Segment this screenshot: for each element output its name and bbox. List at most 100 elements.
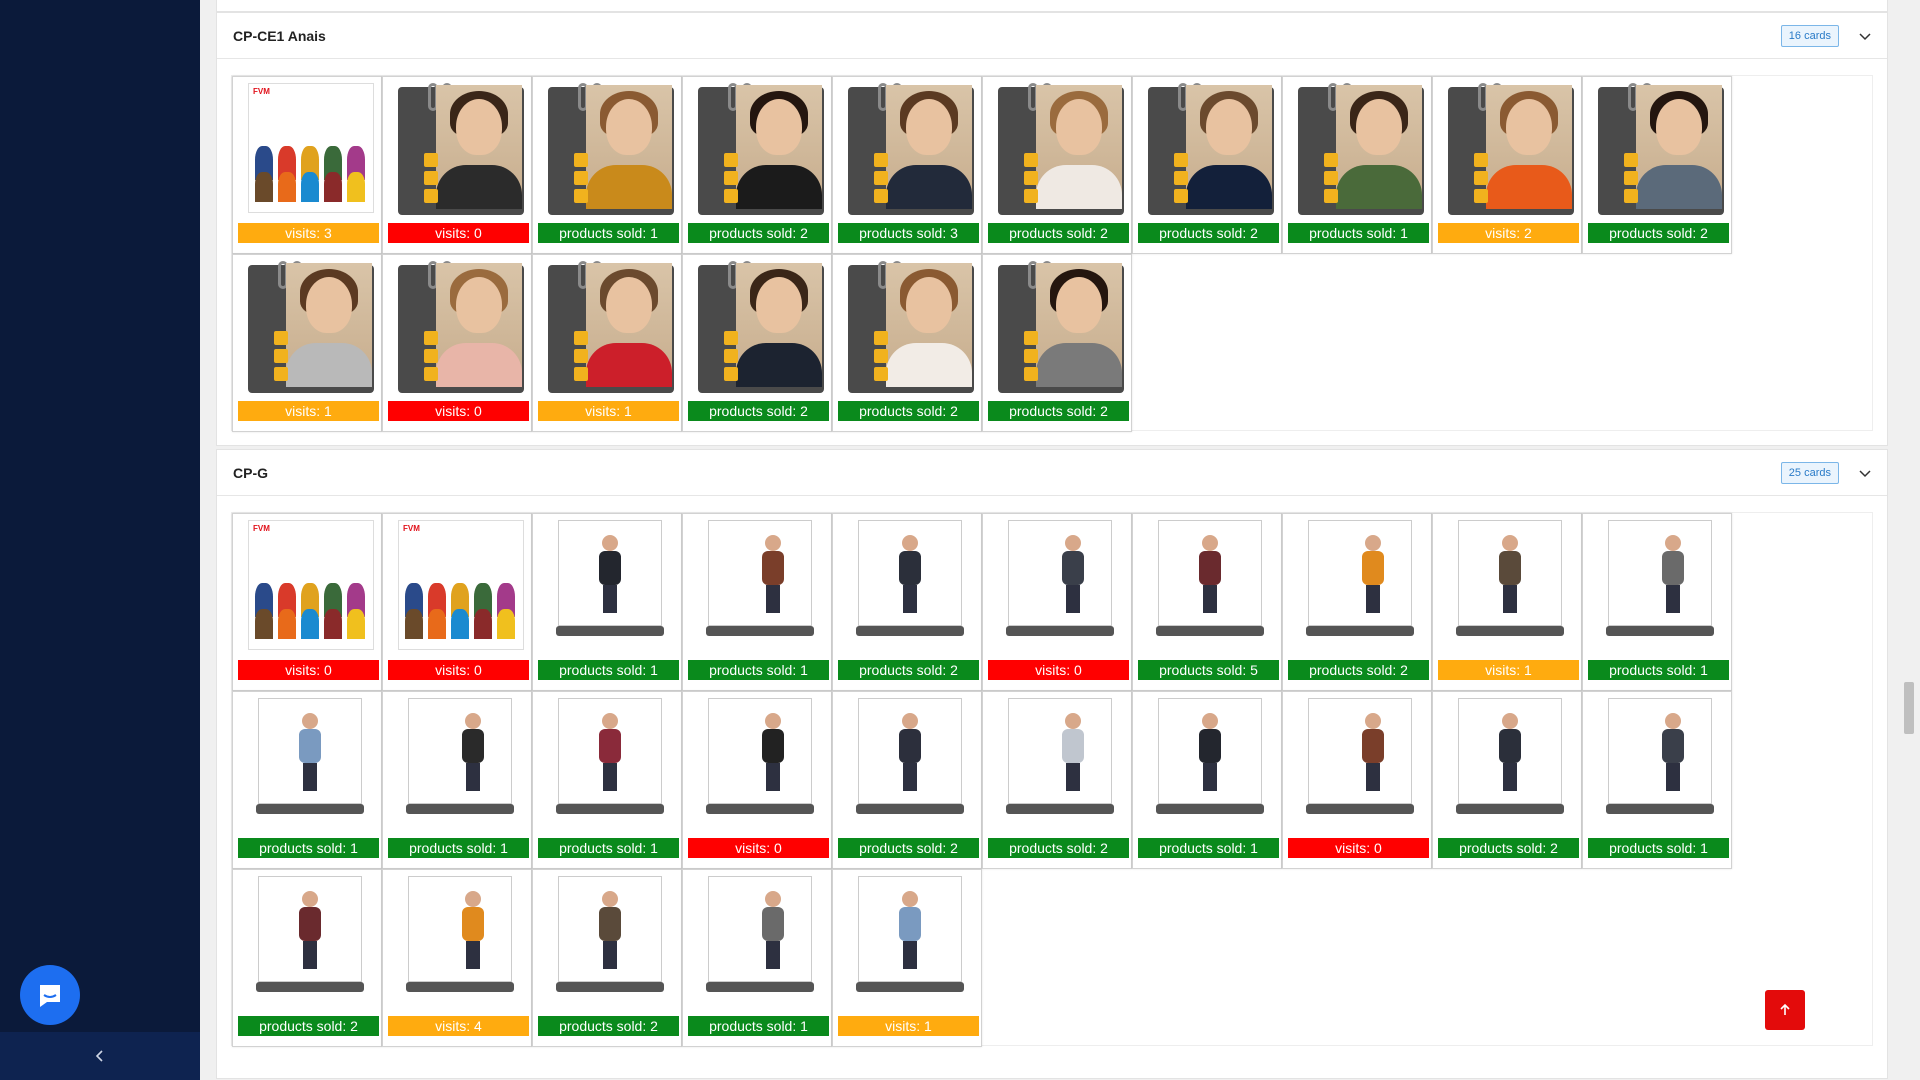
- status-badge: products sold: 2: [838, 401, 979, 421]
- card-thumbnail: [1298, 83, 1424, 215]
- photo-card[interactable]: products sold: 2: [1432, 691, 1582, 869]
- sidebar-collapse-button[interactable]: [0, 1032, 200, 1080]
- photo-card[interactable]: FVM visits: 3: [232, 76, 382, 254]
- photo-card[interactable]: products sold: 1: [232, 691, 382, 869]
- portrait-photo: [998, 261, 1124, 393]
- status-badge: visits: 1: [538, 401, 679, 421]
- status-badge: visits: 0: [688, 838, 829, 858]
- panel-header[interactable]: CP-G 25 cards: [217, 450, 1887, 496]
- card-thumbnail: [1598, 520, 1724, 650]
- panel-header[interactable]: CP-CE1 Anais 16 cards: [217, 13, 1887, 59]
- card-thumbnail: [398, 83, 524, 215]
- photo-card[interactable]: FVM visits: 0: [382, 513, 532, 691]
- photo-card[interactable]: visits: 1: [232, 254, 382, 432]
- card-thumbnail: [248, 261, 374, 393]
- portrait-photo: [998, 83, 1124, 215]
- fullbody-photo: [708, 520, 812, 626]
- photo-card[interactable]: products sold: 1: [532, 513, 682, 691]
- photo-card[interactable]: visits: 1: [532, 254, 682, 432]
- photo-card[interactable]: visits: 0: [382, 254, 532, 432]
- fullbody-photo: [858, 698, 962, 804]
- photo-card[interactable]: products sold: 1: [682, 513, 832, 691]
- status-badge: visits: 3: [238, 223, 379, 243]
- photo-card[interactable]: visits: 0: [382, 76, 532, 254]
- card-thumbnail: [998, 83, 1124, 215]
- photo-card[interactable]: visits: 1: [1432, 513, 1582, 691]
- photo-card[interactable]: products sold: 2: [1132, 76, 1282, 254]
- fullbody-photo: [1608, 698, 1712, 804]
- photo-card[interactable]: products sold: 1: [1282, 76, 1432, 254]
- card-thumbnail: [848, 520, 974, 650]
- photo-card[interactable]: products sold: 2: [982, 691, 1132, 869]
- chevron-down-icon[interactable]: [1857, 465, 1873, 481]
- card-thumbnail: [698, 83, 824, 215]
- photo-card[interactable]: products sold: 2: [532, 869, 682, 1047]
- photo-card[interactable]: products sold: 1: [1132, 691, 1282, 869]
- chevron-down-icon[interactable]: [1857, 28, 1873, 44]
- photo-card[interactable]: products sold: 2: [682, 254, 832, 432]
- portrait-photo: [548, 261, 674, 393]
- status-badge: products sold: 2: [688, 401, 829, 421]
- card-thumbnail: [548, 520, 674, 650]
- photo-card[interactable]: products sold: 5: [1132, 513, 1282, 691]
- page-scrollbar[interactable]: [1904, 682, 1914, 734]
- portrait-photo: [398, 83, 524, 215]
- portrait-photo: [398, 261, 524, 393]
- portrait-photo: [248, 261, 374, 393]
- portrait-photo: [1298, 83, 1424, 215]
- card-thumbnail: [698, 520, 824, 650]
- status-badge: products sold: 1: [1588, 660, 1729, 680]
- photo-card[interactable]: products sold: 2: [832, 513, 982, 691]
- photo-card[interactable]: products sold: 1: [382, 691, 532, 869]
- fullbody-photo: [558, 876, 662, 982]
- card-area: FVM visits: 3 visits: 0 products sold: 1…: [231, 75, 1873, 432]
- photo-card[interactable]: products sold: 2: [832, 254, 982, 432]
- fullbody-photo: [558, 698, 662, 804]
- photo-card[interactable]: products sold: 1: [1582, 513, 1732, 691]
- photo-card[interactable]: visits: 0: [982, 513, 1132, 691]
- card-count-badge: 25 cards: [1780, 462, 1839, 484]
- photo-card[interactable]: products sold: 2: [982, 76, 1132, 254]
- photo-card[interactable]: products sold: 1: [682, 869, 832, 1047]
- arrow-up-icon: [1780, 1003, 1790, 1015]
- photo-card[interactable]: products sold: 1: [532, 76, 682, 254]
- class-title: CP-CE1 Anais: [233, 27, 326, 44]
- card-thumbnail: [398, 876, 524, 1006]
- photo-card[interactable]: visits: 2: [1432, 76, 1582, 254]
- fullbody-photo: [1008, 520, 1112, 626]
- card-thumbnail: [1298, 520, 1424, 650]
- class-group-photo: FVM: [248, 83, 374, 213]
- status-badge: products sold: 1: [1588, 838, 1729, 858]
- fullbody-photo: [858, 520, 962, 626]
- fullbody-photo: [1458, 520, 1562, 626]
- card-thumbnail: FVM: [398, 520, 524, 650]
- photo-card[interactable]: visits: 0: [682, 691, 832, 869]
- photo-card[interactable]: visits: 1: [832, 869, 982, 1047]
- photo-card[interactable]: products sold: 2: [1582, 76, 1732, 254]
- photo-card[interactable]: products sold: 1: [532, 691, 682, 869]
- status-badge: products sold: 1: [388, 838, 529, 858]
- photo-card[interactable]: visits: 0: [1282, 691, 1432, 869]
- photo-card[interactable]: products sold: 2: [682, 76, 832, 254]
- fullbody-photo: [1008, 698, 1112, 804]
- photo-card[interactable]: products sold: 1: [1582, 691, 1732, 869]
- chat-button[interactable]: [20, 965, 80, 1025]
- photo-card[interactable]: products sold: 2: [1282, 513, 1432, 691]
- status-badge: products sold: 1: [238, 838, 379, 858]
- photo-card[interactable]: visits: 4: [382, 869, 532, 1047]
- scroll-to-top-button[interactable]: [1765, 990, 1805, 1030]
- card-thumbnail: [548, 876, 674, 1006]
- chat-icon: [40, 985, 60, 1007]
- photo-card[interactable]: products sold: 2: [232, 869, 382, 1047]
- card-thumbnail: [848, 261, 974, 393]
- brand-logo: FVM: [253, 524, 270, 533]
- status-badge: products sold: 1: [1288, 223, 1429, 243]
- sidebar: [0, 0, 200, 1080]
- photo-card[interactable]: products sold: 2: [832, 691, 982, 869]
- photo-card[interactable]: products sold: 3: [832, 76, 982, 254]
- photo-card[interactable]: FVM visits: 0: [232, 513, 382, 691]
- previous-panel: [216, 0, 1888, 12]
- fullbody-photo: [708, 876, 812, 982]
- brand-logo: FVM: [253, 87, 270, 96]
- photo-card[interactable]: products sold: 2: [982, 254, 1132, 432]
